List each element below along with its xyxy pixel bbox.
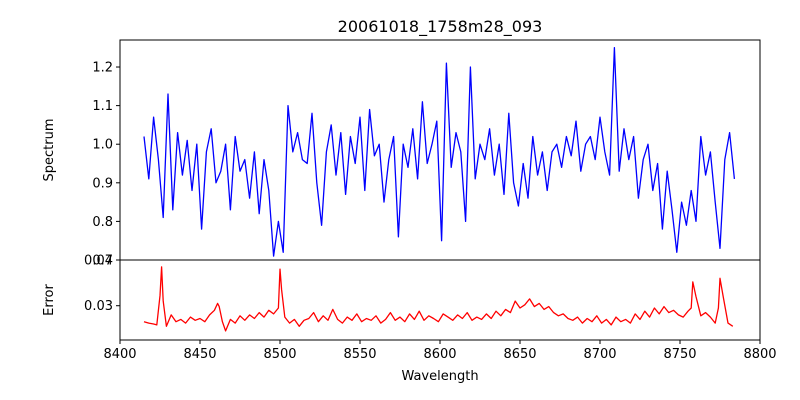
x-tick-label: 8500 [263,347,296,362]
error-y-axis-label: Error [42,284,57,316]
x-tick-label: 8750 [663,347,696,362]
x-tick-label: 8800 [743,347,776,362]
spectrum-panel: 0.7 0.8 0.9 1.0 1.1 1.2 Spectrum [42,39,761,269]
spectrum-series-group [143,47,736,257]
spectrum-y-tick-label: 0.9 [92,176,113,191]
error-y-tick-label: 0.03 [84,299,113,314]
spectrum-y-tick-label: 0.8 [92,215,113,230]
x-axis-label: Wavelength [401,369,478,384]
error-y-tick-label: 0.04 [84,254,113,269]
x-tick-label: 8400 [103,347,136,362]
spectrum-y-ticks: 0.7 0.8 0.9 1.0 1.1 1.2 [92,61,120,269]
x-tick-label: 8650 [503,347,536,362]
error-panel: 0.03 0.04 8400 8450 8500 8550 8600 8650 8700 875… [42,254,777,385]
error-x-ticks: 8400 8450 8500 8550 8600 8650 8700 8750 8800 [103,340,777,362]
x-tick-label: 8550 [343,347,376,362]
chart-title: 20061018_1758m28_093 [338,17,543,37]
spectrum-y-tick-label: 1.1 [92,99,113,114]
x-tick-label: 8600 [423,347,456,362]
spectrum-y-axis-label: Spectrum [42,119,57,182]
error-series-group [143,266,734,332]
spectrum-series-line-0 [143,47,736,257]
error-plot-frame [119,259,761,341]
x-tick-label: 8450 [183,347,216,362]
spectrum-y-tick-label: 0.7 [92,254,113,269]
error-y-ticks: 0.03 0.04 [84,254,120,314]
spectrum-y-tick-label: 1.0 [92,138,113,153]
spectrum-y-tick-label: 1.2 [92,61,113,76]
x-tick-label: 8700 [583,347,616,362]
error-series-line-0 [143,266,734,332]
